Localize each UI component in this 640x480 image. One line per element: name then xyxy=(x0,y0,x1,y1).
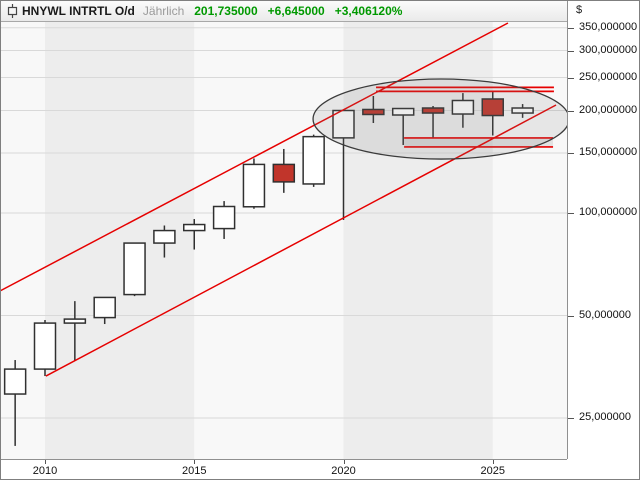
y-axis-tick xyxy=(568,50,574,52)
y-axis-tick xyxy=(568,110,574,112)
x-axis-tick xyxy=(45,460,46,464)
y-axis-tick xyxy=(568,77,574,79)
y-axis-tick xyxy=(568,315,574,317)
time-axis[interactable]: 2010 2015 2020 2025 xyxy=(1,459,567,479)
y-axis-tick xyxy=(568,418,574,419)
candlestick-icon xyxy=(7,4,18,18)
trend-channel-upper-line[interactable] xyxy=(1,22,509,292)
x-axis-tick xyxy=(194,460,196,464)
candle-2024 xyxy=(451,93,475,128)
y-axis-label: 25,000000 xyxy=(579,411,631,423)
y-axis-tick xyxy=(568,153,574,155)
x-axis-label: 2015 xyxy=(182,465,207,477)
chart-header: HNYWL INTRTL O/d Jährlich 201,735000 +6,… xyxy=(1,1,567,22)
y-axis-tick xyxy=(568,213,574,214)
chart-plot-area[interactable] xyxy=(1,22,567,459)
candle-2010 xyxy=(33,320,57,377)
y-axis-label: 50,000000 xyxy=(579,308,631,321)
candle-2013 xyxy=(123,242,146,297)
candle-2011 xyxy=(63,301,87,361)
timeframe-label[interactable]: Jährlich xyxy=(142,4,185,18)
last-price: 201,735000 xyxy=(194,4,258,18)
candle-2014 xyxy=(153,225,176,258)
y-axis-label: 150,000000 xyxy=(579,146,638,159)
candle-2017 xyxy=(242,158,266,209)
y-axis-label: 300,000000 xyxy=(579,43,638,56)
x-axis-label: 2010 xyxy=(32,465,58,477)
change-percent: +3,406120% xyxy=(334,4,403,18)
symbol-label[interactable]: HNYWL INTRTL O/d xyxy=(22,4,135,18)
support-band[interactable] xyxy=(404,137,554,147)
candle-2016 xyxy=(212,201,236,239)
candle-2022 xyxy=(391,107,415,145)
candle-2025 xyxy=(481,92,504,136)
candle-2018 xyxy=(272,148,296,193)
y-axis-label: 200,000000 xyxy=(579,103,638,116)
candle-2020 xyxy=(332,109,355,220)
candle-2009 xyxy=(3,360,27,446)
trend-channel-lower-line[interactable] xyxy=(45,104,557,377)
currency-label: $ xyxy=(576,4,583,16)
candle-2015 xyxy=(183,219,206,250)
y-axis-tick xyxy=(568,27,574,29)
highlight-ellipse[interactable] xyxy=(312,78,567,160)
change-absolute: +6,645000 xyxy=(267,4,325,18)
x-axis-label: 2020 xyxy=(331,465,356,477)
background-stripe xyxy=(343,22,493,459)
y-axis-label: 250,000000 xyxy=(579,70,638,83)
candle-2019 xyxy=(302,134,325,187)
x-axis-label: 2025 xyxy=(480,465,505,477)
x-axis-tick xyxy=(492,460,494,464)
price-axis[interactable]: $ 350,000000 300,000000 250,000000 200,0000… xyxy=(567,1,639,459)
candle-2023 xyxy=(421,105,445,138)
candle-2026 xyxy=(511,104,534,118)
y-axis-label: 350,000000 xyxy=(579,20,638,33)
candle-2012 xyxy=(93,296,116,325)
y-axis-label: 100,000000 xyxy=(579,206,638,218)
candle-2021 xyxy=(362,96,385,123)
x-axis-tick xyxy=(343,460,345,464)
